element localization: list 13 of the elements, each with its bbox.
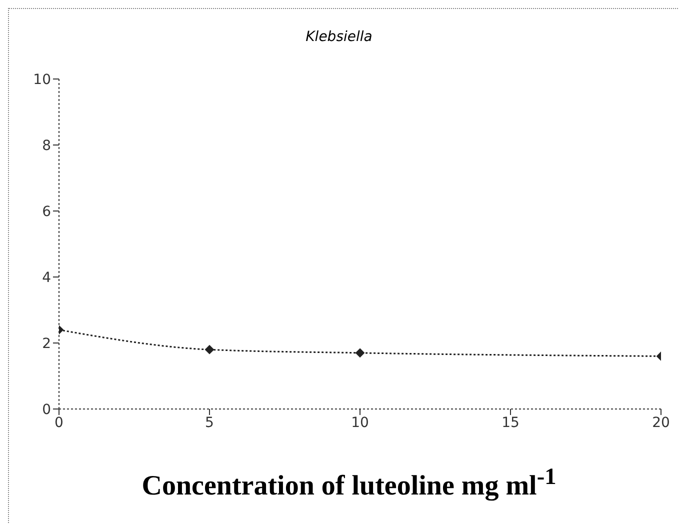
y-tick-label: 4 <box>42 270 52 286</box>
x-tick-label: 20 <box>652 414 670 431</box>
x-tick-label: 10 <box>351 414 369 431</box>
y-tick-label: 2 <box>42 336 51 352</box>
chart-title: Klebsiella <box>304 29 374 45</box>
x-tick-label: 15 <box>502 414 520 431</box>
x-tick-label: 0 <box>54 414 64 431</box>
y-tick-label: 8 <box>42 138 51 154</box>
x-tick-label: 5 <box>205 414 214 431</box>
y-tick-label: 0 <box>42 402 51 418</box>
y-tick-label: 10 <box>33 72 51 88</box>
y-tick-label: 6 <box>42 204 52 220</box>
x-axis-title: Concentration of luteoline mg ml$^{-1}$ <box>140 464 558 502</box>
